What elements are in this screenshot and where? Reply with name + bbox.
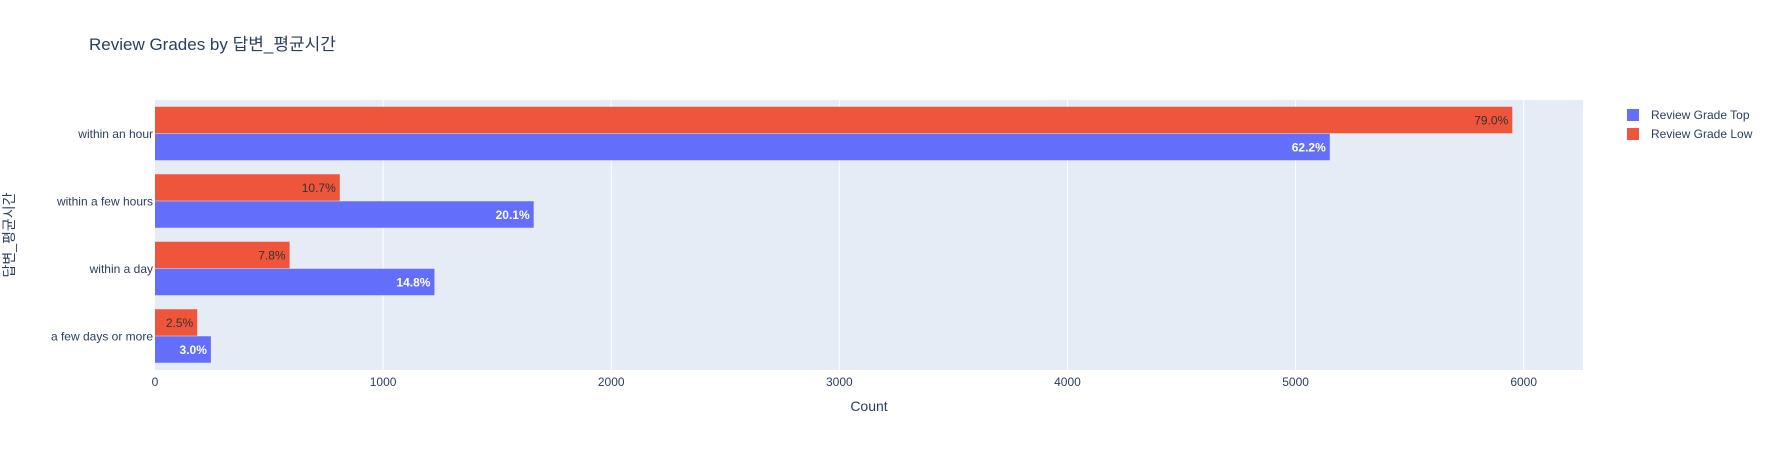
y-axis-title: 답변_평균시간 bbox=[1, 192, 17, 277]
x-tick-label: 3000 bbox=[826, 375, 853, 389]
legend: Review Grade Top Review Grade Low bbox=[1627, 108, 1753, 141]
x-tick-label: 1000 bbox=[370, 375, 397, 389]
y-tick-label: within a day bbox=[89, 262, 153, 276]
bar-review-grade-low bbox=[155, 309, 198, 336]
data-label: 10.7% bbox=[302, 181, 336, 195]
x-tick-label: 6000 bbox=[1510, 375, 1537, 389]
bar-review-grade-top bbox=[155, 201, 534, 228]
bars: 79.0% 62.2% 10.7% 20.1% 7.8% 14.8% 2.5% 3.0% bbox=[155, 106, 1513, 363]
data-label: 14.8% bbox=[396, 275, 430, 289]
x-axis-ticks: 0 1000 2000 3000 4000 5000 6000 bbox=[152, 375, 1538, 389]
x-tick-label: 5000 bbox=[1282, 375, 1309, 389]
y-tick-label: a few days or more bbox=[51, 329, 153, 343]
legend-swatch bbox=[1627, 128, 1639, 140]
data-label: 20.1% bbox=[496, 208, 530, 222]
legend-label: Review Grade Top bbox=[1651, 108, 1750, 122]
legend-swatch bbox=[1627, 109, 1639, 121]
bar-review-grade-top bbox=[155, 336, 211, 363]
x-tick-label: 0 bbox=[152, 375, 159, 389]
y-tick-label: within an hour bbox=[77, 127, 153, 141]
bar-review-grade-low bbox=[155, 174, 340, 201]
data-label: 7.8% bbox=[258, 248, 286, 262]
bar-review-grade-top bbox=[155, 268, 435, 296]
legend-label: Review Grade Low bbox=[1651, 127, 1753, 141]
x-tick-label: 2000 bbox=[598, 375, 625, 389]
data-label: 3.0% bbox=[180, 343, 208, 357]
y-tick-label: within a few hours bbox=[56, 194, 153, 208]
chart-title: Review Grades by 답변_평균시간 bbox=[89, 35, 336, 54]
data-label: 2.5% bbox=[166, 316, 194, 330]
bar-review-grade-top bbox=[155, 133, 1330, 161]
bar-review-grade-low bbox=[155, 241, 290, 269]
x-axis-title: Count bbox=[850, 398, 887, 414]
y-axis-ticks: within an hour within a few hours within a… bbox=[51, 127, 153, 344]
data-label: 79.0% bbox=[1474, 113, 1508, 127]
x-tick-label: 4000 bbox=[1054, 375, 1081, 389]
data-label: 62.2% bbox=[1292, 140, 1326, 154]
bar-review-grade-low bbox=[155, 106, 1513, 134]
